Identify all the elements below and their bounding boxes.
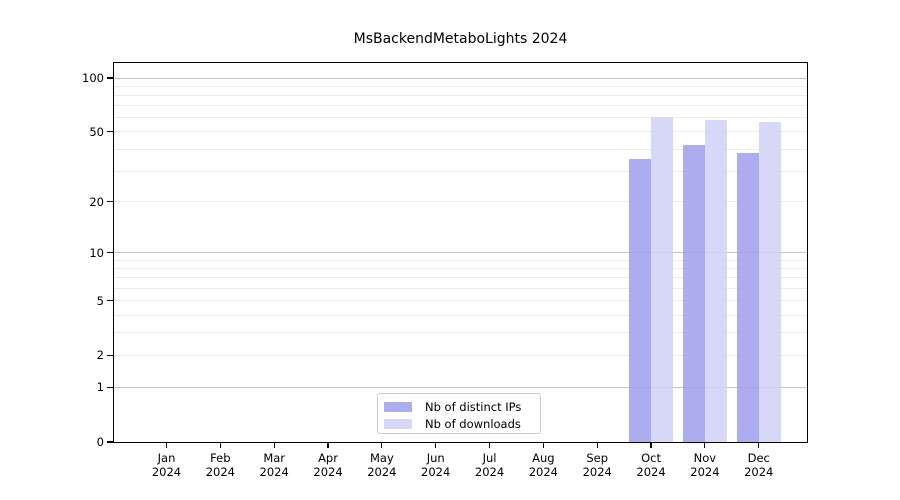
- x-tick-apr-2024: [327, 442, 329, 448]
- y-tick-100: [107, 77, 114, 79]
- x-tick-nov-2024: [704, 442, 706, 448]
- gridline-y-4: [114, 314, 807, 316]
- x-tick-label-jan-2024: Jan 2024: [151, 451, 182, 479]
- legend-label-downloads: Nb of downloads: [425, 416, 521, 431]
- x-tick-label-jun-2024: Jun 2024: [421, 451, 451, 479]
- y-tick-label-2: 2: [96, 348, 104, 363]
- y-tick-label-10: 10: [89, 245, 104, 260]
- x-tick-label-nov-2024: Nov 2024: [690, 451, 720, 479]
- legend-item-downloads: Nb of downloads: [378, 415, 540, 432]
- x-tick-label-oct-2024: Oct 2024: [636, 451, 666, 479]
- x-tick-label-aug-2024: Aug 2024: [528, 451, 559, 479]
- gridline-y-90: [114, 85, 807, 87]
- legend-swatch-distinct-ips: [384, 401, 412, 412]
- x-tick-label-may-2024: May 2024: [367, 451, 397, 479]
- gridline-y-2: [114, 354, 807, 356]
- y-tick-10: [107, 252, 114, 254]
- y-tick-label-1: 1: [96, 380, 104, 395]
- gridlines-layer: [114, 63, 807, 442]
- y-tick-label-5: 5: [96, 293, 104, 308]
- y-tick-2: [107, 354, 114, 356]
- legend-label-distinct-ips: Nb of distinct IPs: [425, 399, 522, 414]
- chart-title: MsBackendMetaboLights 2024: [353, 31, 568, 47]
- x-tick-jan-2024: [165, 442, 168, 448]
- x-tick-label-sep-2024: Sep 2024: [582, 451, 612, 479]
- bar-nb-of-distinct-ips-dec-2024: [736, 153, 759, 442]
- y-tick-50: [107, 131, 114, 133]
- gridline-y-5: [114, 300, 807, 302]
- y-tick-label-0: 0: [96, 435, 104, 449]
- x-tick-dec-2024: [758, 442, 760, 448]
- x-tick-label-dec-2024: Dec 2024: [744, 451, 774, 479]
- gridline-y-6: [114, 288, 807, 290]
- y-tick-20: [107, 201, 114, 203]
- x-tick-feb-2024: [219, 442, 221, 448]
- gridline-y-100: [114, 77, 807, 79]
- y-tick-1: [107, 386, 114, 388]
- legend: Nb of distinct IPs Nb of downloads: [377, 393, 541, 434]
- gridline-y-8: [114, 268, 807, 270]
- gridline-y-70: [114, 105, 807, 107]
- legend-swatch-downloads: [384, 418, 412, 429]
- x-tick-aug-2024: [542, 442, 544, 448]
- x-tick-label-jul-2024: Jul 2024: [474, 451, 505, 479]
- gridline-y-1: [114, 386, 807, 388]
- x-tick-sep-2024: [596, 442, 598, 448]
- gridline-y-60: [114, 117, 807, 119]
- bar-nb-of-downloads-dec-2024: [758, 121, 781, 442]
- gridline-y-30: [114, 170, 807, 172]
- x-tick-label-mar-2024: Mar 2024: [259, 451, 289, 479]
- x-tick-jun-2024: [435, 442, 437, 448]
- bar-nb-of-distinct-ips-oct-2024: [629, 159, 652, 442]
- x-tick-label-apr-2024: Apr 2024: [313, 451, 343, 479]
- bar-nb-of-downloads-nov-2024: [704, 120, 727, 442]
- x-tick-may-2024: [381, 442, 383, 448]
- bars-layer: [114, 63, 807, 442]
- gridline-y-80: [114, 94, 807, 96]
- gridline-y-7: [114, 277, 807, 279]
- y-tick-label-100: 100: [82, 71, 104, 85]
- y-tick-label-20: 20: [89, 194, 104, 209]
- bar-nb-of-distinct-ips-nov-2024: [683, 145, 705, 442]
- gridline-y-9: [114, 259, 807, 261]
- gridline-y-50: [114, 131, 807, 133]
- x-tick-jul-2024: [488, 442, 491, 448]
- y-tick-label-50: 50: [89, 124, 104, 139]
- bar-nb-of-downloads-oct-2024: [651, 116, 673, 442]
- gridline-y-3: [114, 332, 807, 334]
- plot-area: [113, 62, 808, 443]
- gridline-y-40: [114, 148, 807, 150]
- y-tick-5: [107, 300, 114, 302]
- x-tick-label-feb-2024: Feb 2024: [205, 451, 235, 479]
- legend-item-distinct-ips: Nb of distinct IPs: [378, 398, 540, 415]
- y-tick-0: [107, 441, 114, 443]
- x-tick-mar-2024: [273, 442, 275, 448]
- gridline-y-20: [114, 201, 807, 203]
- x-tick-oct-2024: [650, 442, 652, 448]
- gridline-y-10: [114, 252, 807, 254]
